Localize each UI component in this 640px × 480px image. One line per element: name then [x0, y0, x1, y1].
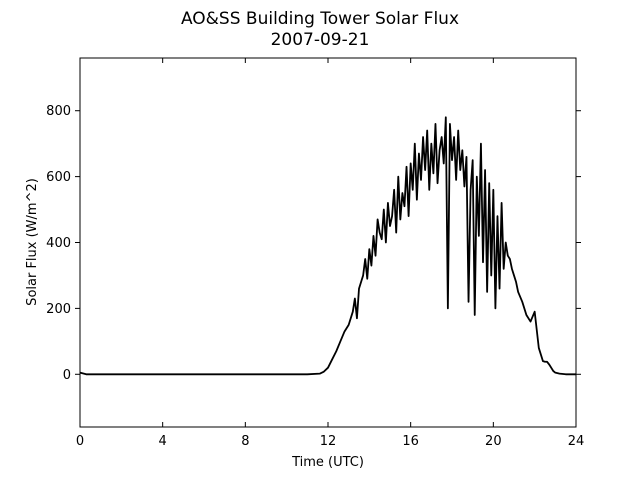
- x-tick-label: 8: [241, 434, 249, 449]
- y-tick-label: 0: [63, 368, 71, 383]
- series-line: [79, 116, 576, 376]
- x-tick-label: 20: [485, 434, 502, 449]
- x-tick-label: 4: [159, 434, 167, 449]
- chart-title: AO&SS Building Tower Solar Flux: [181, 9, 459, 29]
- chart-subtitle: 2007-09-21: [271, 30, 370, 50]
- x-tick-label: 16: [402, 434, 419, 449]
- x-tick-label: 24: [568, 434, 585, 449]
- y-axis-label: Solar Flux (W/m^2): [25, 178, 40, 306]
- tick-layer: 0 4 8 12 16 20 24 0 200 400 600 800: [46, 58, 584, 449]
- x-axis-label: Time (UTC): [291, 455, 364, 470]
- x-tick-label: 12: [320, 434, 337, 449]
- y-tick-label: 200: [46, 302, 71, 317]
- y-tick-label: 800: [46, 104, 71, 119]
- y-tick-label: 600: [46, 170, 71, 185]
- y-tick-label: 400: [46, 236, 71, 251]
- x-tick-label: 0: [76, 434, 84, 449]
- plot-area-frame: [79, 57, 577, 428]
